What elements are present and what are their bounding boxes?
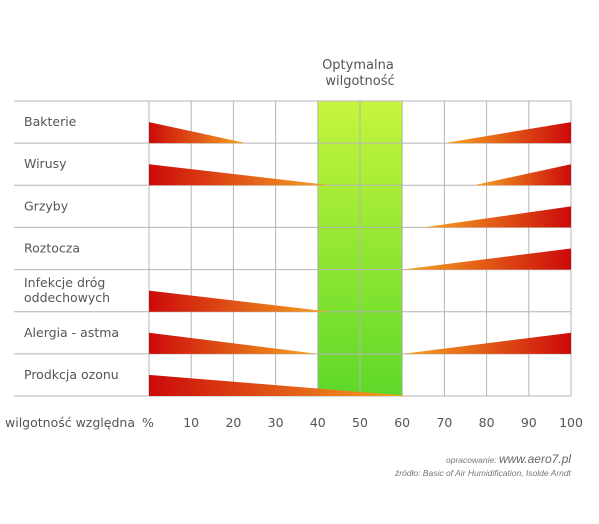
row-label-4: Infekcje dróg oddechowych [24,275,110,305]
risk-wedges [149,122,571,396]
wedge-low-row-0 [149,122,247,144]
optimal-band-label: Optymalna wilgotność [322,58,398,89]
credit-line: opracowanie: www.aero7.pl [446,452,571,466]
humidity-risk-chart: Bakterie Wirusy Grzyby Roztocza Infekcje dró… [5,58,583,430]
row-label-6: Prodkcja ozonu [24,367,119,382]
x-tick-label-90: 90 [521,415,537,430]
row-label-5-line-0: Alergia - astma [24,325,119,340]
credit-prefix: opracowanie: [446,455,497,465]
wedge-low-row-1 [149,164,331,186]
x-tick-label-30: 30 [268,415,284,430]
wedge-high-row-2 [423,206,571,228]
x-tick-label-80: 80 [479,415,495,430]
row-label-1: Wirusy [24,156,67,171]
row-label-2-line-0: Grzyby [24,198,69,213]
x-tick-labels: 10 20 30 40 50 60 70 80 90 100 [183,415,583,430]
x-tick-label-100: 100 [559,415,583,430]
row-label-0-line-0: Bakterie [24,114,77,129]
credit-site: www.aero7.pl [498,452,571,466]
source-line: źródło: Basic of Air Humidification, Iso… [394,468,571,478]
x-tick-label-50: 50 [352,415,368,430]
optimal-band-label-line-1: Optymalna [322,58,394,73]
wedge-high-row-3 [402,248,571,270]
row-label-4-line-1: oddechowych [24,290,110,305]
x-tick-label-60: 60 [394,415,410,430]
wedge-high-row-0 [444,122,571,144]
wedge-high-row-1 [473,164,571,186]
row-label-6-line-0: Prodkcja ozonu [24,367,119,382]
row-label-2: Grzyby [24,198,69,213]
row-label-0: Bakterie [24,114,77,129]
row-label-4-line-0: Infekcje dróg [24,275,105,290]
wedge-low-row-6 [149,374,411,396]
x-tick-label-40: 40 [310,415,326,430]
wedge-high-row-5 [402,332,571,354]
row-label-5: Alergia - astma [24,325,119,340]
row-label-3: Roztocza [24,241,80,256]
x-tick-label-20: 20 [225,415,241,430]
row-label-3-line-0: Roztocza [24,241,80,256]
optimal-band-label-line-2: wilgotność [325,74,394,89]
row-label-1-line-0: Wirusy [24,156,67,171]
x-tick-label-70: 70 [436,415,452,430]
wedge-low-row-5 [149,332,318,354]
x-axis-label: wilgotność względna [5,415,135,430]
x-tick-label-10: 10 [183,415,199,430]
wedge-low-row-4 [149,290,331,312]
row-labels: Bakterie Wirusy Grzyby Roztocza Infekcje dró… [24,114,119,382]
x-axis-unit-label: % [142,415,154,430]
